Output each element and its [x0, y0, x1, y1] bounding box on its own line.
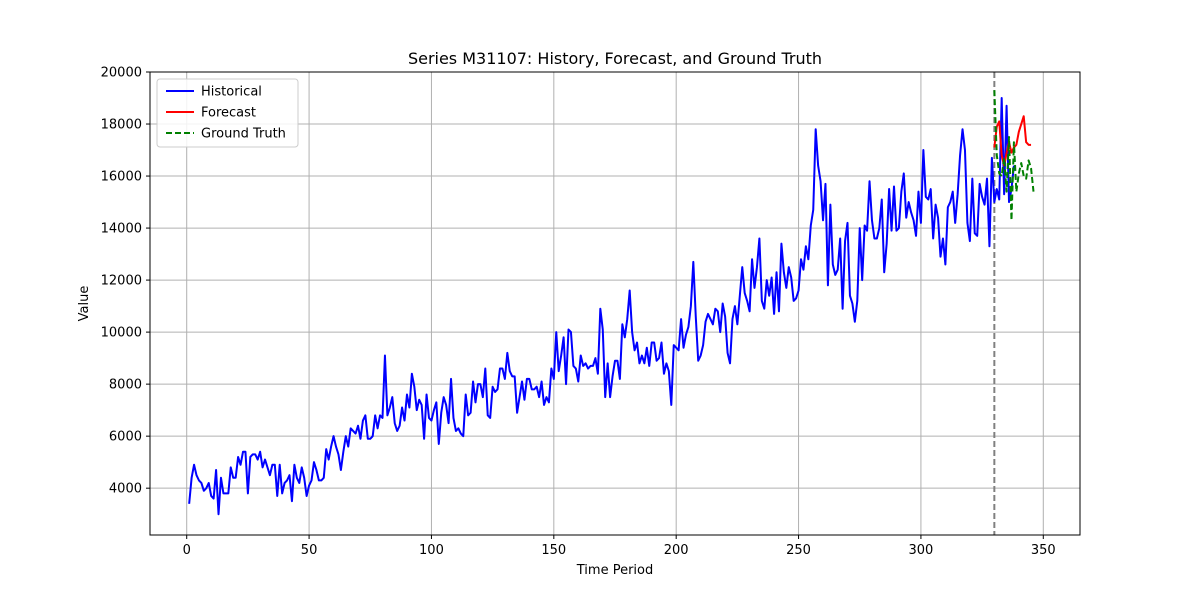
- y-tick-label: 12000: [101, 274, 142, 289]
- x-tick-label: 100: [419, 543, 444, 558]
- chart-title: Series M31107: History, Forecast, and Gr…: [408, 49, 822, 68]
- series-lines: [188, 90, 1035, 516]
- legend-label: Forecast: [201, 106, 256, 121]
- series-line-ground-truth: [993, 90, 1035, 222]
- y-tick-label: 10000: [101, 326, 142, 341]
- y-tick-label: 16000: [101, 170, 142, 185]
- y-tick-label: 6000: [109, 430, 142, 445]
- plot-area-frame: [149, 71, 1081, 536]
- y-tick-label: 14000: [101, 222, 142, 237]
- x-axis-label: Time Period: [576, 563, 653, 578]
- x-tick-label: 0: [183, 543, 191, 558]
- x-tick-label: 300: [909, 543, 934, 558]
- series-line-historical: [188, 97, 1015, 516]
- x-tick-label: 50: [301, 543, 318, 558]
- legend: Historical Forecast Ground Truth: [156, 78, 299, 148]
- legend-label: Ground Truth: [201, 127, 286, 142]
- y-tick-label: 20000: [101, 66, 142, 81]
- legend-box: [156, 78, 299, 148]
- x-tick-label: 200: [664, 543, 689, 558]
- y-axis-label: Value: [77, 286, 92, 322]
- x-tick-label: 150: [541, 543, 566, 558]
- legend-label: Historical: [201, 85, 262, 100]
- y-tick-label: 8000: [109, 378, 142, 393]
- x-tick-label: 350: [1031, 543, 1056, 558]
- y-tick-label: 4000: [109, 482, 142, 497]
- axis-ticks: 0 50 100 150 200 250 300 350 4000 6000 8000 10000 12…: [101, 66, 1056, 559]
- y-tick-label: 18000: [101, 118, 142, 133]
- x-tick-label: 250: [786, 543, 811, 558]
